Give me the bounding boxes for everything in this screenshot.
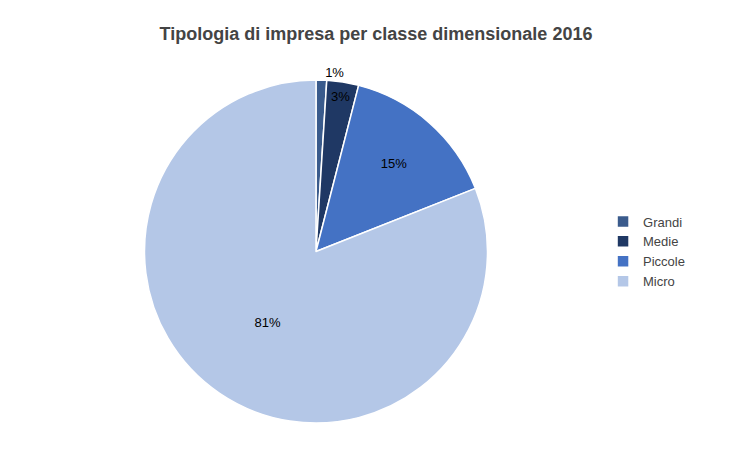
- svg-text:Medie: Medie: [643, 234, 678, 249]
- svg-text:Micro: Micro: [643, 274, 675, 289]
- svg-text:15%: 15%: [381, 156, 407, 171]
- svg-text:Piccole: Piccole: [643, 254, 685, 269]
- svg-text:Tipologia di impresa per class: Tipologia di impresa per classe dimensio…: [160, 24, 593, 44]
- svg-text:1%: 1%: [325, 65, 344, 80]
- svg-text:Grandi: Grandi: [643, 215, 682, 230]
- svg-text:3%: 3%: [331, 89, 350, 104]
- svg-text:81%: 81%: [255, 315, 281, 330]
